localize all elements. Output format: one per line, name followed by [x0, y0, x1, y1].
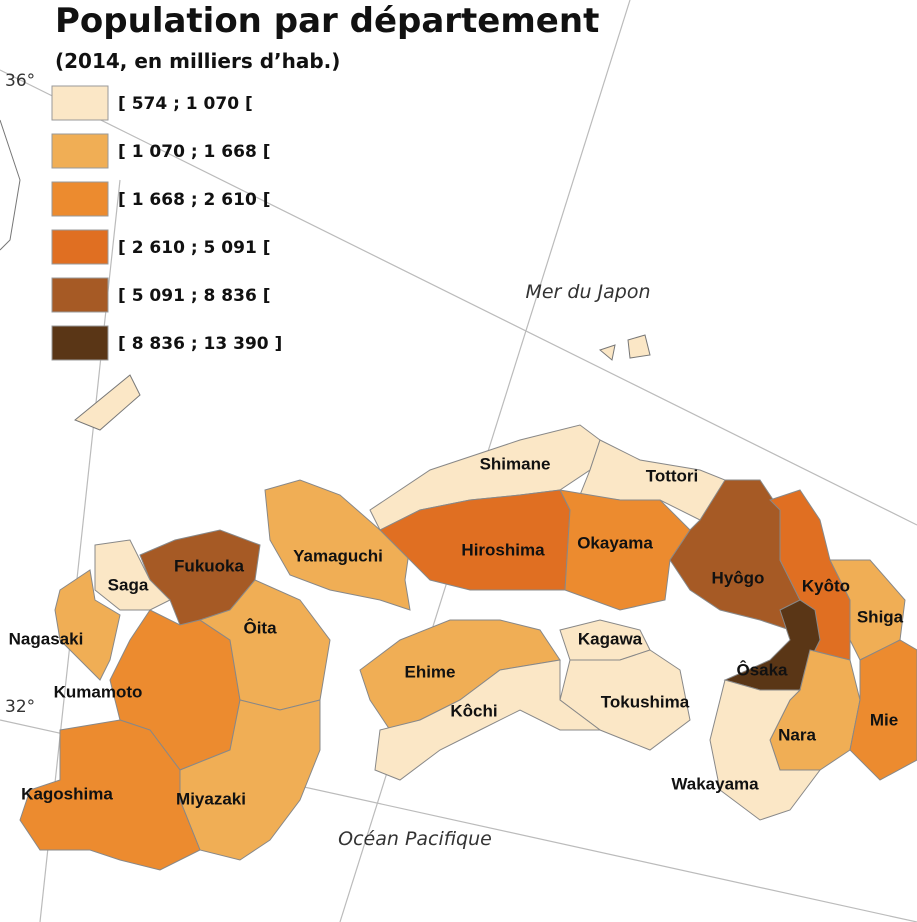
legend-label: [ 1 070 ; 1 668 [ — [118, 142, 270, 162]
prefecture-label: Ôsaka — [736, 660, 788, 679]
prefecture-label: Kumamoto — [54, 682, 143, 701]
prefecture — [709, 679, 821, 821]
prefecture-label: Kyôto — [802, 576, 850, 595]
legend-swatch — [51, 229, 109, 265]
latitude-label: 32° — [5, 697, 35, 717]
prefecture — [94, 539, 171, 611]
prefecture-label: Miyazaki — [176, 789, 246, 808]
subtitle: (2014, en milliers d’hab.) — [55, 49, 340, 73]
prefecture-label: Kagoshima — [21, 784, 113, 803]
prefecture-label: Wakayama — [671, 774, 759, 793]
prefecture-label: Ôita — [243, 618, 277, 637]
legend-swatch — [51, 85, 109, 121]
latitude-label: 36° — [5, 71, 35, 91]
prefecture-label: Saga — [108, 575, 149, 594]
prefecture-label: Hiroshima — [461, 540, 545, 559]
prefecture-label: Yamaguchi — [293, 546, 383, 565]
prefecture — [264, 479, 411, 611]
prefecture-label: Tottori — [646, 466, 699, 485]
legend-swatch — [51, 133, 109, 169]
prefecture-label: Tokushima — [601, 692, 690, 711]
islands — [74, 334, 651, 431]
legend-label: [ 574 ; 1 070 [ — [118, 94, 253, 114]
legend-swatch — [51, 181, 109, 217]
prefecture — [54, 569, 121, 681]
title: Population par département — [55, 1, 599, 41]
prefecture-label: Nara — [778, 725, 816, 744]
sea-label: Mer du Japon — [525, 281, 650, 303]
legend-swatch — [51, 277, 109, 313]
prefecture — [19, 719, 201, 871]
prefecture-label: Hyôgo — [712, 568, 765, 587]
legend-label: [ 5 091 ; 8 836 [ — [118, 286, 270, 306]
prefecture-label: Shimane — [480, 454, 551, 473]
legend-label: [ 8 836 ; 13 390 ] — [118, 334, 282, 354]
legend-label: [ 2 610 ; 5 091 [ — [118, 238, 270, 258]
prefecture-label: Nagasaki — [9, 629, 84, 648]
legend-swatch — [51, 325, 109, 361]
prefecture-label: Mie — [870, 710, 898, 729]
prefecture-label: Okayama — [577, 533, 653, 552]
prefecture-label: Ehime — [404, 662, 455, 681]
coastline — [0, 119, 21, 251]
prefecture — [374, 659, 602, 781]
legend-label: [ 1 668 ; 2 610 [ — [118, 190, 270, 210]
prefecture-label: Kagawa — [578, 629, 643, 648]
prefecture — [198, 579, 331, 711]
prefecture — [559, 489, 691, 611]
prefecture-label: Shiga — [857, 607, 904, 626]
prefecture-label: Kôchi — [450, 701, 497, 720]
prefecture — [179, 699, 321, 861]
sea-label: Océan Pacifique — [338, 828, 492, 850]
prefecture — [849, 639, 917, 781]
prefecture-label: Fukuoka — [174, 556, 244, 575]
